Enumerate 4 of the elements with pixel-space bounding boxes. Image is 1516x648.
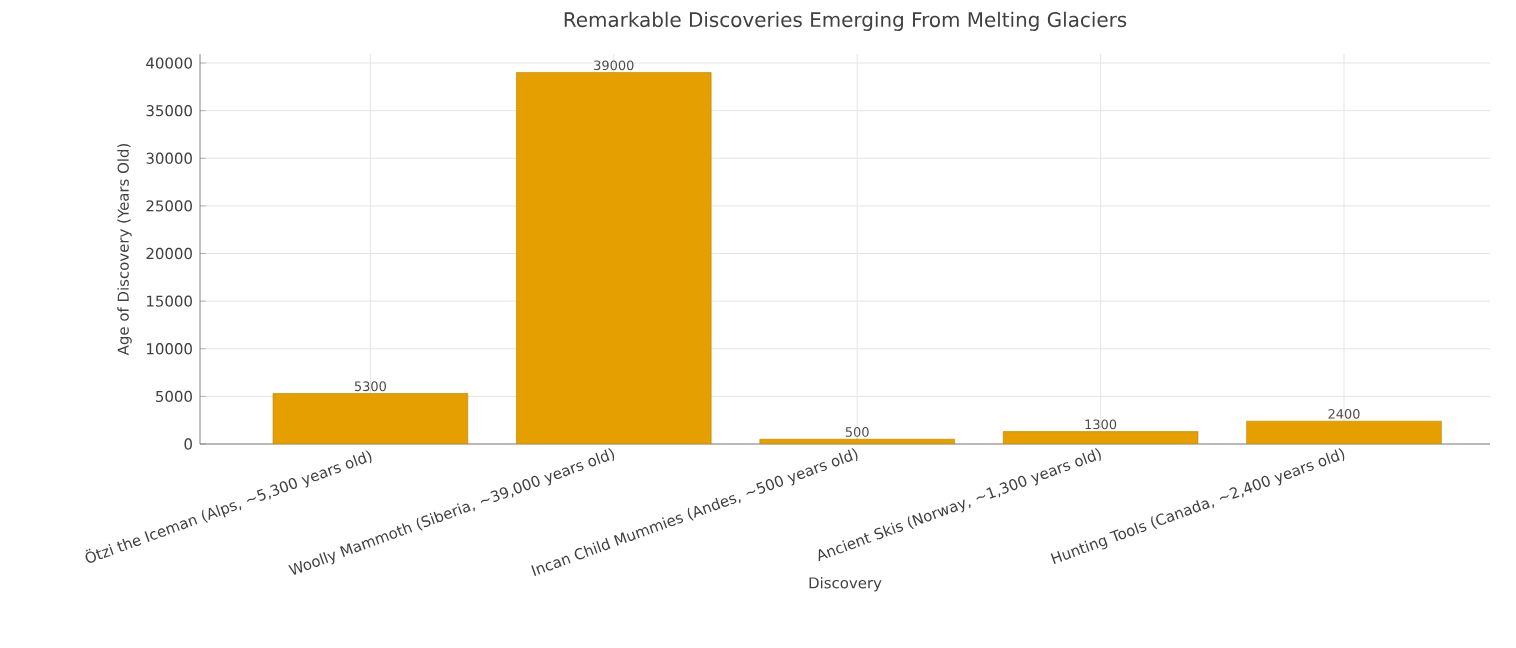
- chart-title: Remarkable Discoveries Emerging From Melting Glaciers: [564, 11, 1127, 32]
- bar: [516, 72, 712, 444]
- bar: [1246, 420, 1442, 444]
- bar: [272, 393, 469, 444]
